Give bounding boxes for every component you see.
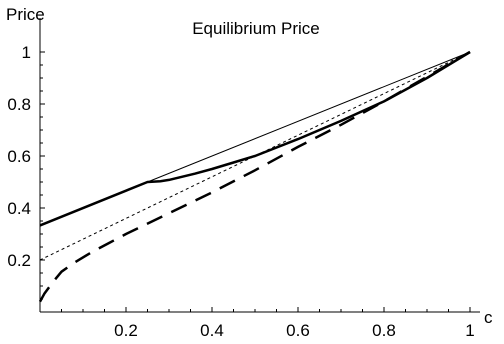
x-tick-label: 0.4 <box>200 321 224 340</box>
axes <box>39 18 480 313</box>
series-layer <box>38 50 471 303</box>
series-line-thick-long-dashed <box>38 50 471 303</box>
y-axis-label: Price <box>6 5 45 24</box>
series-line-thin-solid <box>147 51 471 183</box>
x-tick-label: 1 <box>465 321 474 340</box>
y-tick-label: 0.6 <box>7 147 31 166</box>
y-tick-label: 0.4 <box>7 199 31 218</box>
ticks: 0.2 0.4 0.6 0.8 1 0.2 0.4 0.6 0.8 1 <box>7 43 474 340</box>
x-tick-label: 0.6 <box>286 321 310 340</box>
y-tick-label: 0.2 <box>7 251 31 270</box>
y-tick-label: 0.8 <box>7 95 31 114</box>
y-tick-label: 1 <box>22 43 31 62</box>
series-line-thin-dashed <box>39 51 471 261</box>
x-axis-label: c <box>484 308 493 327</box>
chart-title: Equilibrium Price <box>192 19 320 38</box>
x-tick-label: 0.2 <box>114 321 138 340</box>
x-tick-label: 0.8 <box>372 321 396 340</box>
